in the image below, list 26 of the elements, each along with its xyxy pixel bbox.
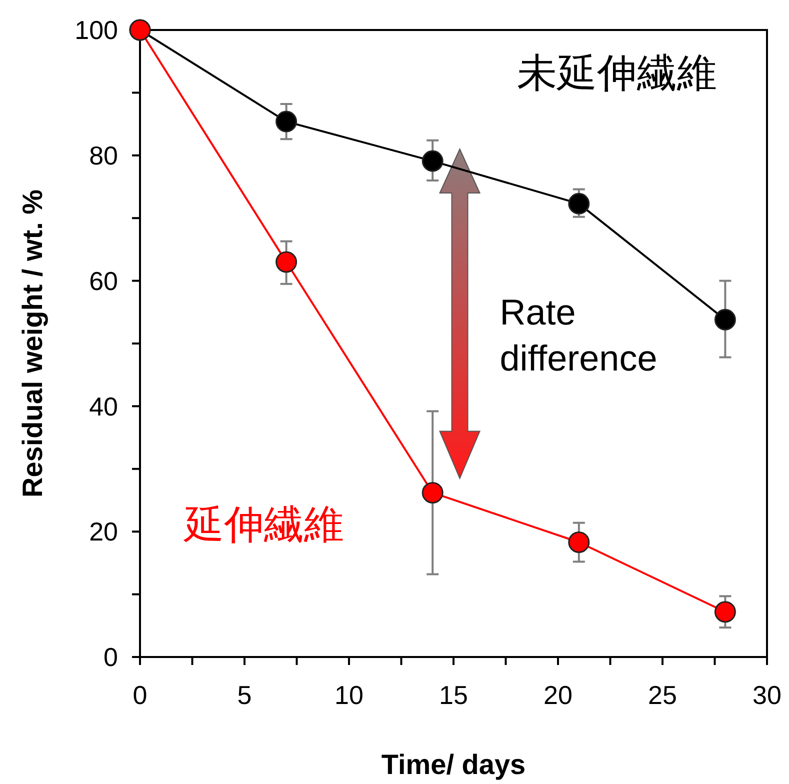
point (714, 601, 736, 623)
y-tick-label: 100 (74, 15, 118, 46)
point (276, 110, 298, 132)
x-tick-label: 10 (334, 680, 364, 710)
annotation: Rate difference (500, 292, 658, 379)
point (568, 532, 590, 554)
x-tick-label: 0 (132, 680, 148, 710)
x-tick-label: 30 (752, 680, 782, 710)
x-tick-label: 20 (544, 680, 572, 710)
point (422, 150, 444, 172)
y-tick-label: 20 (89, 516, 118, 547)
point (422, 482, 444, 504)
series-label: 延伸繊維 (182, 502, 344, 547)
y-tick-label: 40 (89, 391, 118, 422)
x-tick-label: 5 (237, 680, 252, 710)
point (276, 251, 298, 273)
y-tick-label: 0 (104, 642, 118, 672)
x-axis-title: Time/ days (381, 749, 526, 780)
x-tick-label: 15 (439, 680, 468, 710)
y-tick-label: 80 (89, 140, 118, 170)
y-axis-title: Residual weight / wt. % (17, 189, 48, 498)
text: 未延伸繊維 (516, 51, 717, 96)
x-tick-label: 25 (648, 680, 677, 710)
point (714, 308, 736, 330)
point (568, 192, 590, 214)
y-tick-label: 60 (89, 266, 118, 296)
